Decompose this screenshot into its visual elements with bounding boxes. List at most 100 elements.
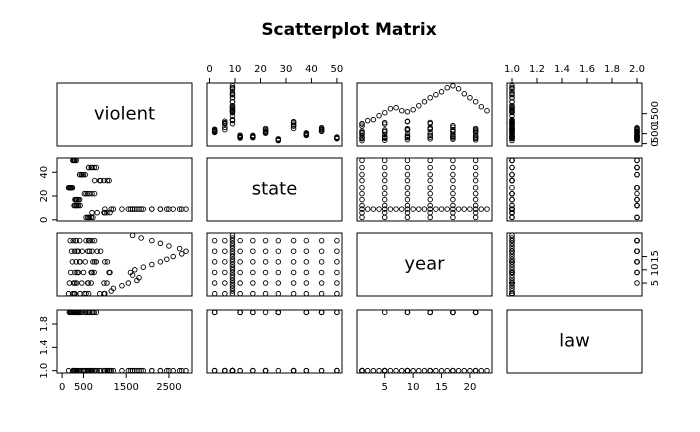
point: [229, 259, 236, 265]
point: [438, 89, 445, 95]
point: [370, 206, 377, 212]
y-tick-label: 500: [650, 124, 661, 143]
point: [450, 83, 456, 89]
point: [275, 259, 282, 265]
point: [509, 243, 515, 249]
point: [509, 134, 515, 140]
point: [421, 98, 428, 105]
point: [275, 309, 282, 316]
x-tick-label: 1.8: [604, 64, 620, 75]
point: [634, 128, 640, 134]
point: [381, 309, 388, 316]
y-tick-label: 0: [650, 140, 661, 146]
point: [359, 196, 365, 203]
point: [290, 125, 297, 132]
point: [93, 259, 100, 265]
point: [376, 206, 382, 212]
point: [634, 248, 640, 254]
point: [334, 280, 340, 286]
point: [262, 309, 269, 316]
point: [478, 103, 485, 110]
point: [76, 309, 83, 316]
point: [136, 275, 142, 281]
point: [290, 290, 297, 297]
point: [381, 367, 388, 374]
point: [467, 95, 473, 101]
point: [76, 196, 83, 203]
point: [183, 248, 189, 254]
point: [303, 269, 310, 276]
point: [262, 129, 269, 136]
point: [381, 135, 388, 141]
point: [229, 269, 236, 276]
y-tick-label: 40: [39, 166, 50, 179]
point: [381, 127, 388, 133]
point: [211, 128, 218, 134]
point: [634, 164, 640, 171]
point: [416, 102, 422, 109]
x-tick-label: 0: [59, 382, 65, 393]
point: [359, 209, 365, 216]
point: [427, 206, 433, 212]
point: [70, 309, 76, 316]
point: [509, 277, 515, 284]
point: [359, 137, 365, 144]
point: [237, 367, 243, 374]
point: [250, 259, 256, 265]
point: [237, 134, 243, 140]
point: [74, 248, 80, 254]
point: [229, 261, 236, 268]
point: [484, 107, 490, 114]
point: [404, 367, 411, 374]
point: [73, 237, 79, 244]
point: [634, 237, 640, 244]
point: [404, 214, 411, 221]
point: [102, 259, 108, 265]
x-tick-label: 20: [464, 382, 477, 393]
point: [444, 367, 450, 374]
point: [166, 243, 172, 249]
point: [634, 171, 640, 178]
point: [634, 214, 640, 221]
point: [262, 128, 269, 134]
point: [104, 280, 110, 286]
y-tick-label: 1.8: [39, 316, 50, 332]
point: [404, 136, 411, 143]
point: [250, 290, 256, 297]
variable-label: violent: [94, 104, 155, 125]
point: [89, 309, 95, 316]
point: [427, 196, 433, 203]
panel-frame: [356, 157, 493, 222]
point: [334, 259, 340, 265]
point: [509, 261, 515, 268]
point: [170, 253, 176, 260]
point: [229, 120, 236, 127]
point: [138, 206, 144, 212]
x-tick-label: 10: [229, 64, 242, 75]
point: [303, 309, 310, 316]
point: [290, 237, 297, 244]
point: [176, 206, 183, 212]
point: [127, 269, 134, 276]
point: [82, 171, 88, 178]
point: [83, 237, 89, 244]
point: [478, 367, 485, 374]
point: [101, 280, 107, 286]
point: [461, 91, 468, 97]
point: [91, 309, 97, 316]
point: [138, 235, 144, 241]
point: [250, 269, 256, 276]
point: [427, 119, 433, 126]
point: [509, 91, 515, 97]
point: [106, 177, 112, 184]
point: [450, 214, 456, 221]
x-tick-label: 1.6: [579, 64, 595, 75]
point: [101, 177, 107, 184]
point: [509, 282, 515, 289]
point: [427, 309, 433, 316]
point: [427, 132, 433, 139]
point: [472, 125, 479, 132]
panel-frame: [56, 157, 193, 222]
point: [94, 209, 100, 216]
